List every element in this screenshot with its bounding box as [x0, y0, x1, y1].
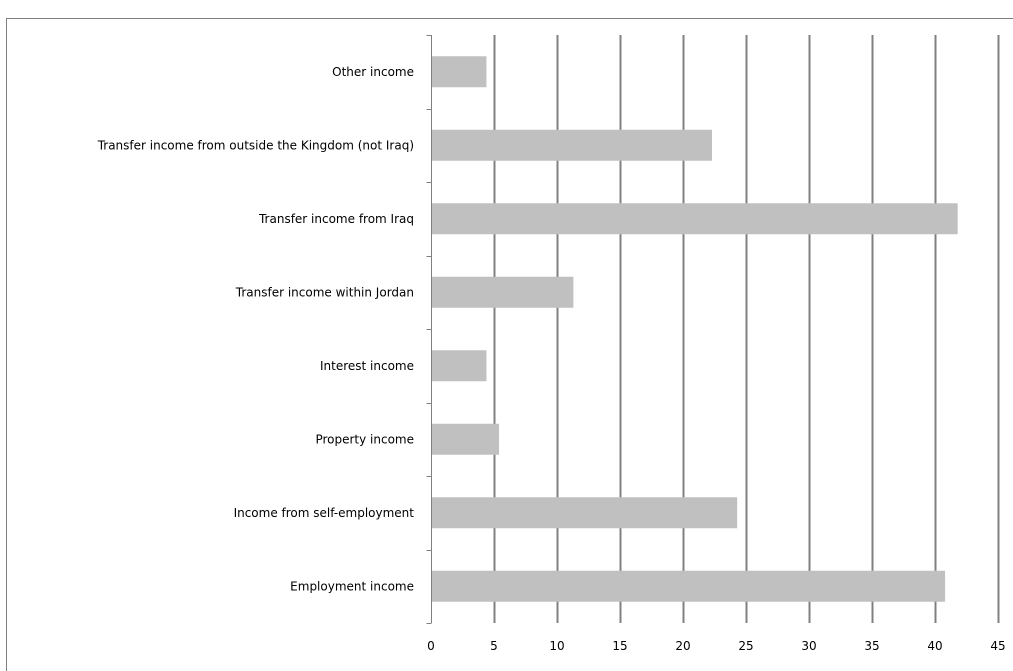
bar: [432, 129, 712, 161]
bars: [432, 56, 958, 602]
x-tick-label: 15: [612, 639, 627, 653]
category-label: Employment income: [290, 579, 414, 593]
x-tick-label: 0: [427, 639, 435, 653]
category-label: Income from self-employment: [234, 506, 415, 520]
bar: [432, 570, 946, 602]
category-label: Interest income: [320, 359, 414, 373]
category-label: Property income: [315, 432, 414, 446]
x-tick-label: 25: [738, 639, 753, 653]
category-label: Transfer income from outside the Kingdom…: [97, 138, 414, 152]
x-tick-label: 20: [675, 639, 690, 653]
bar: [432, 56, 487, 88]
category-label: Other income: [332, 65, 414, 79]
category-label: Transfer income within Jordan: [235, 285, 414, 299]
x-tick-label: 30: [801, 639, 816, 653]
bar: [432, 497, 738, 529]
bar: [432, 203, 958, 235]
chart-border: [6, 18, 1013, 671]
bar: [432, 350, 487, 382]
value-axis-ticks: 0 5 10 15 20 25 30 35 40 45: [427, 639, 1005, 653]
x-tick-label: 40: [927, 639, 942, 653]
x-tick-label: 45: [990, 639, 1005, 653]
bar: [432, 423, 500, 455]
x-tick-label: 5: [490, 639, 498, 653]
x-tick-label: 35: [864, 639, 879, 653]
category-label: Transfer income from Iraq: [258, 212, 414, 226]
category-axis: [426, 35, 432, 624]
bar: [432, 276, 574, 308]
category-labels: Employment income Income from self-employ…: [97, 65, 415, 594]
x-tick-label: 10: [549, 639, 564, 653]
